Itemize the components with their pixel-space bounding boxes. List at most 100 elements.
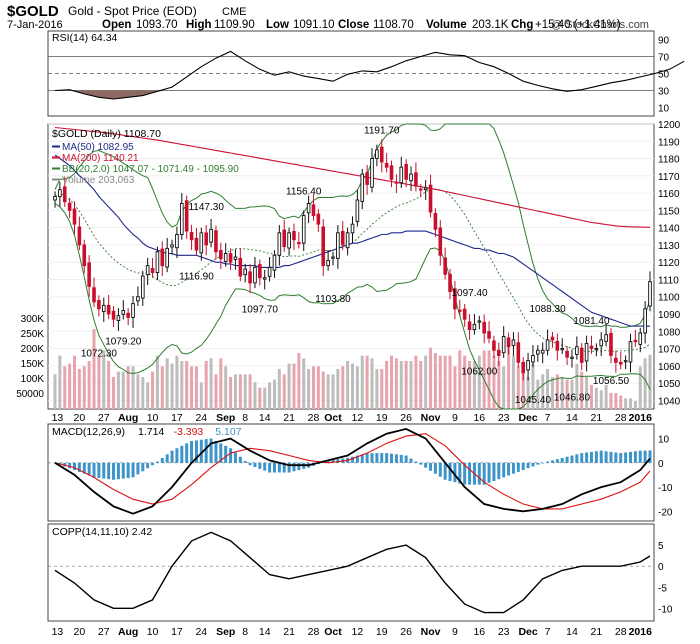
macd-histogram-bar <box>92 462 96 478</box>
macd-histogram-bar <box>272 462 276 473</box>
volume-bar <box>155 355 159 409</box>
macd-histogram-bar <box>570 455 574 463</box>
panel-title-layer: RSI(14) 64.34 $GOLD (Daily) 1108.70 MA(50)… <box>52 32 242 538</box>
volume-bar <box>536 379 540 409</box>
candle-body <box>531 355 535 363</box>
macd-histogram-bar <box>429 462 433 471</box>
candle-body <box>462 308 467 320</box>
price-tick-label: 1060 <box>658 362 681 373</box>
volume-bar <box>331 374 335 409</box>
volume-bar <box>97 355 101 409</box>
volume-bar <box>160 366 164 409</box>
candle-body <box>311 204 316 216</box>
macd-histogram-bar <box>102 462 106 479</box>
macd-histogram-bar <box>531 462 535 467</box>
date-label-bottom: 23 <box>498 626 510 638</box>
macd-histogram-bar <box>589 451 593 463</box>
candle-body <box>550 336 555 341</box>
candle-body <box>121 310 126 315</box>
volume-bar <box>355 366 359 409</box>
volume-bar <box>565 379 569 409</box>
volume-bar <box>126 366 130 409</box>
candle-body <box>262 277 267 280</box>
macd-histogram-bar <box>68 462 72 469</box>
volume-bar <box>429 347 433 409</box>
volume-bar <box>165 358 169 409</box>
volume-bar <box>229 377 233 409</box>
price-annotation: 1072.30 <box>81 349 118 360</box>
axis-layer: 9070503010120011901180117011601150114011… <box>16 36 680 639</box>
volume-bar <box>375 369 379 409</box>
candle-body <box>472 323 477 330</box>
volume-bar <box>263 387 267 409</box>
macd-histogram-bar <box>214 440 218 463</box>
macd-title: MACD(12,26,9) <box>52 426 125 438</box>
rsi-layer <box>54 50 685 100</box>
price-tick-label: 1200 <box>658 120 681 131</box>
volume-bar <box>594 387 598 409</box>
candle-body <box>301 215 306 244</box>
volume-layer <box>53 329 652 409</box>
macd-histogram-bar <box>355 455 359 463</box>
volume-bar <box>477 355 481 409</box>
rsi-tick-label: 30 <box>658 87 670 98</box>
macd-histogram-bar <box>643 450 647 463</box>
volume-bar <box>472 361 476 409</box>
macd-histogram-bar <box>224 445 228 463</box>
macd-layer <box>53 427 652 515</box>
date-label: 21 <box>283 412 295 424</box>
candle-body <box>101 304 106 313</box>
candle-body <box>418 188 423 191</box>
price-annotation: 1046.80 <box>554 393 591 404</box>
macd-histogram-bar <box>253 462 257 468</box>
candle-body <box>228 253 233 263</box>
date-label: 20 <box>74 412 86 424</box>
candle-body <box>92 287 96 303</box>
candle-body <box>453 288 457 310</box>
candle-body <box>448 273 452 292</box>
candle-body <box>214 230 218 253</box>
volume-bar <box>492 355 496 409</box>
volume-bar <box>448 355 452 409</box>
candle-body <box>384 162 389 168</box>
volume-bar <box>507 347 511 409</box>
volume-bar <box>116 371 120 409</box>
volume-bar <box>136 374 140 409</box>
macd-histogram-bar <box>229 448 233 463</box>
date-label-bottom: 10 <box>147 626 159 638</box>
volume-bar <box>438 355 442 409</box>
volume-bar <box>370 358 374 409</box>
volume-value: 203.1K <box>472 19 509 31</box>
candle-body <box>67 202 72 211</box>
volume-bar <box>92 329 96 409</box>
macd-histogram-bar <box>394 454 398 463</box>
date-label-bottom: 12 <box>352 626 364 638</box>
candle-body <box>87 262 91 287</box>
macd-histogram-bar <box>233 452 237 463</box>
date-label-bottom: 7 <box>545 626 551 638</box>
candle-body <box>140 275 145 299</box>
volume-bar <box>307 369 311 409</box>
macd-histogram-bar <box>419 462 423 465</box>
candle-body <box>365 172 369 185</box>
candle-body <box>58 189 62 197</box>
candle-body <box>184 200 189 232</box>
macd-tick-label: 0 <box>658 459 664 470</box>
volume-bar <box>526 377 530 409</box>
volume-bar <box>541 374 545 409</box>
volume-bar <box>351 363 354 409</box>
date-label: 16 <box>473 412 485 424</box>
volume-bar <box>609 393 613 409</box>
macd-histogram-bar <box>73 462 77 471</box>
candle-body <box>194 237 199 251</box>
price-annotation: 1056.50 <box>593 376 630 387</box>
macd-histogram-bar <box>326 460 330 463</box>
coppock-line <box>54 531 651 614</box>
candle-body <box>170 244 174 248</box>
volume-bar <box>243 374 247 409</box>
volume-bar <box>638 366 642 409</box>
copp-tick-label: -5 <box>658 583 667 594</box>
macd-histogram-bar <box>458 462 462 484</box>
volume-bar <box>53 374 57 409</box>
price-tick-label: 1110 <box>658 275 679 286</box>
